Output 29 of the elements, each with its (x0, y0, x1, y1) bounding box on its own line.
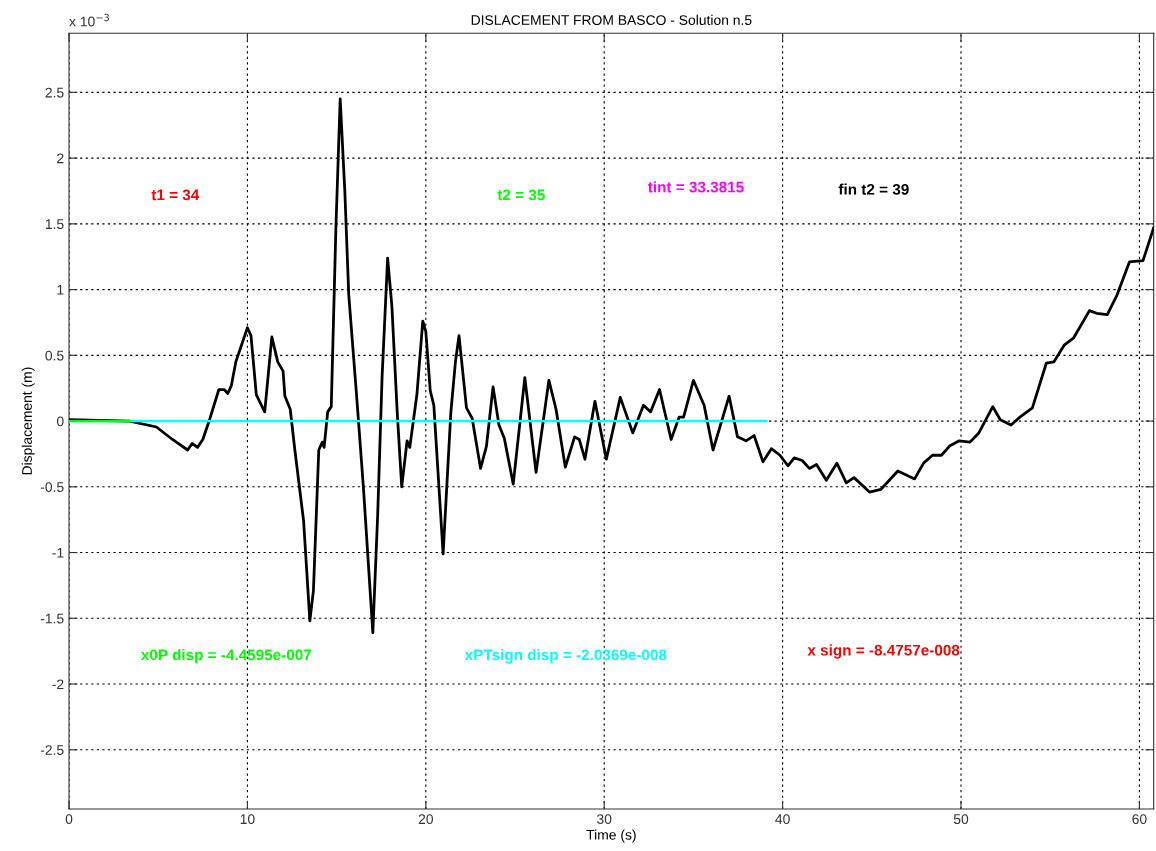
y-tick-label: -2.5 (40, 745, 64, 755)
x-tick-label: 40 (775, 814, 790, 825)
y-tick-label: -1 (52, 548, 64, 558)
annotation: t2 = 35 (497, 189, 545, 201)
annotation: fin t2 = 39 (838, 183, 909, 195)
y-tick-label: -0.5 (40, 482, 64, 492)
annotation: x0P disp = -4.4595e-007 (140, 649, 312, 664)
y-tick-label: 1.5 (45, 219, 64, 230)
annotation: tint = 33.3815 (647, 181, 744, 193)
y-tick-label: 0.5 (45, 350, 64, 361)
chart-title: DISLACEMENT FROM BASCO - Solution n.5 (471, 14, 752, 25)
annotation: t1 = 34 (151, 189, 200, 201)
x-tick-label: 20 (418, 814, 433, 825)
y-tick-label: 0 (56, 416, 64, 427)
x-axis-title: Time (s) (586, 829, 636, 843)
y-tick-label: 2 (57, 153, 64, 164)
x-tick-label: 0 (65, 814, 73, 825)
x-tick-label: 50 (953, 814, 969, 825)
x-tick-label: 60 (1132, 814, 1147, 825)
y-tick-label: -2 (52, 679, 64, 690)
y-axis-title: Displacement (m) (21, 367, 35, 475)
text: x 10$^{−3}$ (69, 13, 109, 27)
annotation: xPTsign disp = -2.0369e-008 (464, 648, 667, 664)
x-tick-label: 10 (240, 814, 255, 825)
x-tick-label: 30 (597, 814, 612, 825)
y-tick-label: 2.5 (45, 87, 64, 98)
annotation: x sign = -8.4757e-008 (807, 644, 960, 659)
y-tick-label: -1.5 (40, 613, 64, 624)
y-tick-label: 1 (57, 285, 64, 295)
